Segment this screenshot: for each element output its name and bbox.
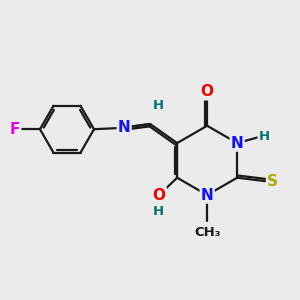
Text: O: O [201,84,214,99]
Text: CH₃: CH₃ [194,226,220,239]
Text: H: H [153,205,164,218]
Text: F: F [10,122,20,137]
Text: O: O [153,188,166,202]
Text: H: H [153,99,164,112]
Text: N: N [118,120,130,135]
Text: N: N [231,136,244,151]
Text: S: S [267,174,278,189]
Text: N: N [201,188,214,202]
Text: H: H [259,130,270,143]
